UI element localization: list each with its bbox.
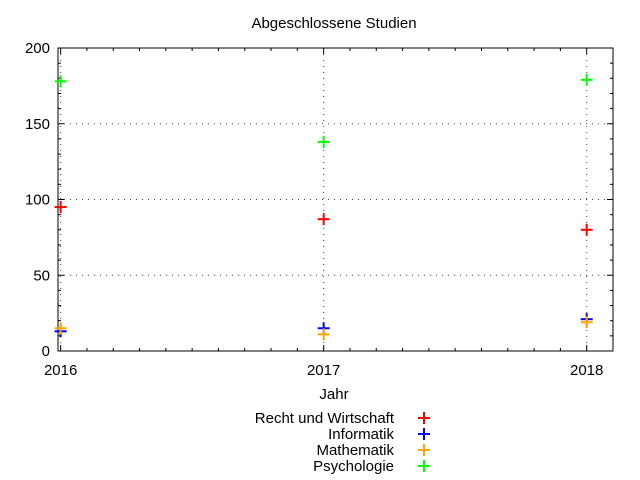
x-tick-label: 2017 xyxy=(307,362,340,379)
y-tick-label: 150 xyxy=(25,116,50,133)
y-tick-label: 50 xyxy=(33,267,50,284)
legend: Recht und WirtschaftInformatikMathematik… xyxy=(255,410,430,475)
x-tick-label: 2016 xyxy=(44,362,77,379)
legend-marker xyxy=(418,444,430,456)
data-point xyxy=(54,75,67,88)
y-tick-label: 100 xyxy=(25,192,50,209)
y-axis: 0 50 100 150 200 xyxy=(25,40,613,360)
data-point xyxy=(580,73,593,86)
legend-label: Psychologie xyxy=(313,458,394,475)
data-point xyxy=(317,135,330,148)
x-axis-label: Jahr xyxy=(319,386,348,403)
data-point xyxy=(317,328,330,341)
data-point xyxy=(54,201,67,214)
x-axis: 2016 2017 2018 xyxy=(44,48,603,379)
chart-title: Abgeschlossene Studien xyxy=(251,15,416,32)
y-tick-label: 0 xyxy=(42,343,50,360)
x-tick-label: 2018 xyxy=(570,362,603,379)
data-point xyxy=(54,322,67,335)
legend-label: Informatik xyxy=(328,426,394,443)
legend-label: Recht und Wirtschaft xyxy=(255,410,395,427)
data-point xyxy=(580,223,593,236)
y-tick-label: 200 xyxy=(25,40,50,57)
legend-marker xyxy=(418,460,430,472)
data-point xyxy=(317,213,330,226)
grid-lines xyxy=(58,48,613,351)
legend-marker xyxy=(418,412,430,424)
legend-marker xyxy=(418,428,430,440)
data-points xyxy=(54,73,593,341)
plot-frame xyxy=(57,47,614,352)
data-point xyxy=(580,316,593,329)
legend-label: Mathematik xyxy=(316,442,394,459)
